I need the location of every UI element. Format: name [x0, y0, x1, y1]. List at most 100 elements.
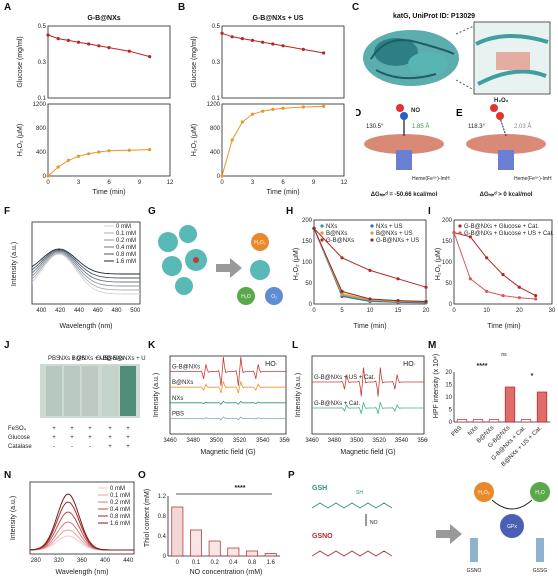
panel-m-chart: HPF intensity (x 10⁴) ns **** * 0 5 10 15 20…	[433, 352, 550, 466]
panel-o-xlabel: NO concentration (mM)	[190, 569, 263, 576]
trace-label: B@NXs	[172, 380, 193, 386]
data-point	[501, 273, 505, 277]
x-tick-label: 360	[77, 558, 88, 564]
data-point	[271, 42, 275, 46]
legend-label: 0.4 mM	[116, 245, 136, 251]
row-value: +	[88, 435, 92, 441]
x-tick-label: 15	[395, 308, 402, 314]
panel-label-h: H	[286, 206, 294, 217]
data-point	[322, 104, 326, 108]
gsno-molecule	[470, 538, 478, 562]
y-tick-label: 800	[210, 126, 221, 132]
panel-b-bottom-frame	[221, 103, 345, 177]
panel-label-d: D	[356, 108, 361, 119]
bar	[536, 391, 548, 423]
x-tick-label: 460	[93, 308, 104, 314]
data-point	[312, 226, 316, 230]
data-point	[281, 106, 285, 110]
panel-f-marks: 400 420 440 460 480 500 0 mM0.1 mM0.2 mM0.4 mM…	[31, 224, 141, 314]
panel-o-chart: Thiol content (mM) NO concentration (mM)…	[144, 485, 280, 576]
panel-b-title: G-B@NXs + US	[253, 15, 304, 22]
row-value: -	[71, 444, 73, 450]
data-point	[485, 256, 489, 260]
x-tick-label: 0	[452, 308, 456, 314]
panel-label-e: E	[456, 108, 463, 119]
p-gsno2: GSNO	[467, 568, 482, 574]
y-tick-label: 50	[305, 281, 312, 287]
row-value: -	[89, 444, 91, 450]
p-h2o-bubble	[530, 482, 550, 502]
p-curve-arrow	[491, 499, 533, 510]
panel-n-marks: 280 320 360 400 440 0 mM0.1 mM0.2 mM0.4 mM0.8…	[29, 486, 134, 564]
spectrum-line	[31, 251, 140, 287]
y-tick-label: 0.1	[212, 96, 221, 102]
x-tick-label: 3540	[395, 438, 409, 444]
epr-trace	[170, 416, 286, 421]
trace-label: NXs	[172, 396, 183, 402]
panel-label-f: F	[4, 206, 11, 217]
y-tick-label: 20	[445, 370, 452, 376]
data-point	[76, 40, 81, 44]
panel-label-j: J	[4, 340, 10, 351]
panel-label-p: P	[288, 470, 295, 481]
panel-a-bottom-frame	[47, 103, 171, 177]
y-tick-label: 150	[302, 239, 313, 245]
trace-label: PBS	[172, 411, 184, 417]
zoom-line-bottom	[455, 79, 475, 91]
data-point	[240, 37, 244, 41]
panel-d-heme: Heme(Fe³⁺)-ImH	[412, 176, 450, 182]
y-tick-label: 400	[210, 150, 221, 156]
data-point	[66, 38, 70, 43]
x-tick-label: 400	[100, 558, 111, 564]
x-tick-label: 0.8	[248, 560, 257, 566]
x-tick-label: 9	[312, 180, 316, 186]
panel-k-xlabel: Magnetic field (G)	[200, 449, 255, 456]
series-line	[453, 232, 536, 300]
y-tick-label: 5	[449, 408, 453, 414]
panel-m-star1: *	[531, 373, 534, 380]
panel-n-chart: Intensity (a.u.) Wavelength (nm) 280 320 3…	[10, 481, 135, 576]
panel-n-frame	[29, 481, 135, 555]
data-point	[424, 285, 428, 289]
data-point	[517, 296, 521, 300]
panel-f-xlabel: Wavelength (nm)	[59, 323, 112, 330]
bar	[227, 547, 240, 557]
panel-label-n: N	[4, 470, 12, 481]
y-tick-label: 0.4	[158, 534, 167, 540]
series-line	[221, 105, 324, 177]
x-tick-label: 3	[77, 180, 81, 186]
gpx-enzyme	[500, 514, 524, 538]
data-point	[66, 158, 70, 162]
y-tick-label: 0.1	[38, 96, 47, 102]
x-tick-label: 320	[54, 558, 65, 564]
panel-h-frame	[313, 219, 427, 305]
data-point	[468, 277, 472, 281]
data-point	[148, 148, 152, 152]
g-h2o-label: H₂O	[241, 294, 251, 300]
trace-label: G-B@NXs + Cat.	[314, 401, 360, 407]
data-point	[340, 289, 344, 293]
p-h2o2: H₂O₂	[478, 490, 489, 496]
protein-structure-image	[363, 30, 459, 86]
data-point	[97, 44, 101, 48]
trace-label: G-B@NXs + US + Cat.	[314, 375, 375, 381]
panel-l-ylabel: Intensity (a.u.)	[295, 373, 302, 417]
panel-k-frame	[169, 355, 287, 435]
panel-n-xlabel: Wavelength (nm)	[55, 569, 108, 576]
epr-trace	[170, 357, 286, 387]
tube-photo-image	[40, 364, 140, 418]
epr-trace	[170, 381, 286, 394]
data-point	[107, 149, 111, 153]
row-label: Glucose	[8, 435, 31, 441]
panel-b-ylabel-bottom: H₂O₂ (μM)	[191, 124, 198, 156]
panel-a-ylabel-top: Glucose (mg/ml)	[17, 36, 24, 87]
legend-swatch	[320, 238, 324, 242]
spectrum-line	[31, 252, 140, 291]
x-tick-label: 0	[220, 180, 224, 186]
spectrum-line	[31, 250, 140, 283]
data-point	[230, 138, 234, 142]
panel-i-marks: 0 50 100 150 200 0 10 20 30 G-B@NXs + Glucose + C…	[442, 218, 556, 314]
panel-label-l: L	[292, 340, 299, 351]
legend-label: NXs + US	[376, 224, 403, 230]
